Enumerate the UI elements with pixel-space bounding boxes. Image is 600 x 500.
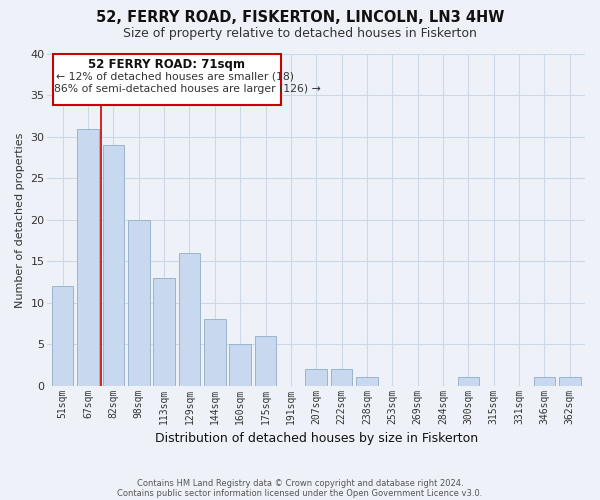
Bar — [458, 378, 479, 386]
Text: Contains HM Land Registry data © Crown copyright and database right 2024.: Contains HM Land Registry data © Crown c… — [137, 478, 463, 488]
Bar — [559, 378, 581, 386]
Y-axis label: Number of detached properties: Number of detached properties — [15, 132, 25, 308]
Bar — [255, 336, 276, 386]
X-axis label: Distribution of detached houses by size in Fiskerton: Distribution of detached houses by size … — [155, 432, 478, 445]
Text: Contains public sector information licensed under the Open Government Licence v3: Contains public sector information licen… — [118, 488, 482, 498]
Bar — [103, 145, 124, 386]
Text: 86% of semi-detached houses are larger (126) →: 86% of semi-detached houses are larger (… — [54, 84, 320, 94]
Bar — [229, 344, 251, 386]
Bar — [52, 286, 73, 386]
Bar — [77, 128, 99, 386]
Bar — [533, 378, 555, 386]
Bar — [331, 369, 352, 386]
Bar — [179, 253, 200, 386]
Text: ← 12% of detached houses are smaller (18): ← 12% of detached houses are smaller (18… — [56, 72, 295, 82]
Bar — [204, 320, 226, 386]
Text: Size of property relative to detached houses in Fiskerton: Size of property relative to detached ho… — [123, 28, 477, 40]
Bar — [128, 220, 149, 386]
Text: 52, FERRY ROAD, FISKERTON, LINCOLN, LN3 4HW: 52, FERRY ROAD, FISKERTON, LINCOLN, LN3 … — [96, 10, 504, 25]
Bar — [305, 369, 327, 386]
Bar — [356, 378, 378, 386]
Bar — [154, 278, 175, 386]
FancyBboxPatch shape — [53, 54, 281, 106]
Text: 52 FERRY ROAD: 71sqm: 52 FERRY ROAD: 71sqm — [88, 58, 245, 71]
